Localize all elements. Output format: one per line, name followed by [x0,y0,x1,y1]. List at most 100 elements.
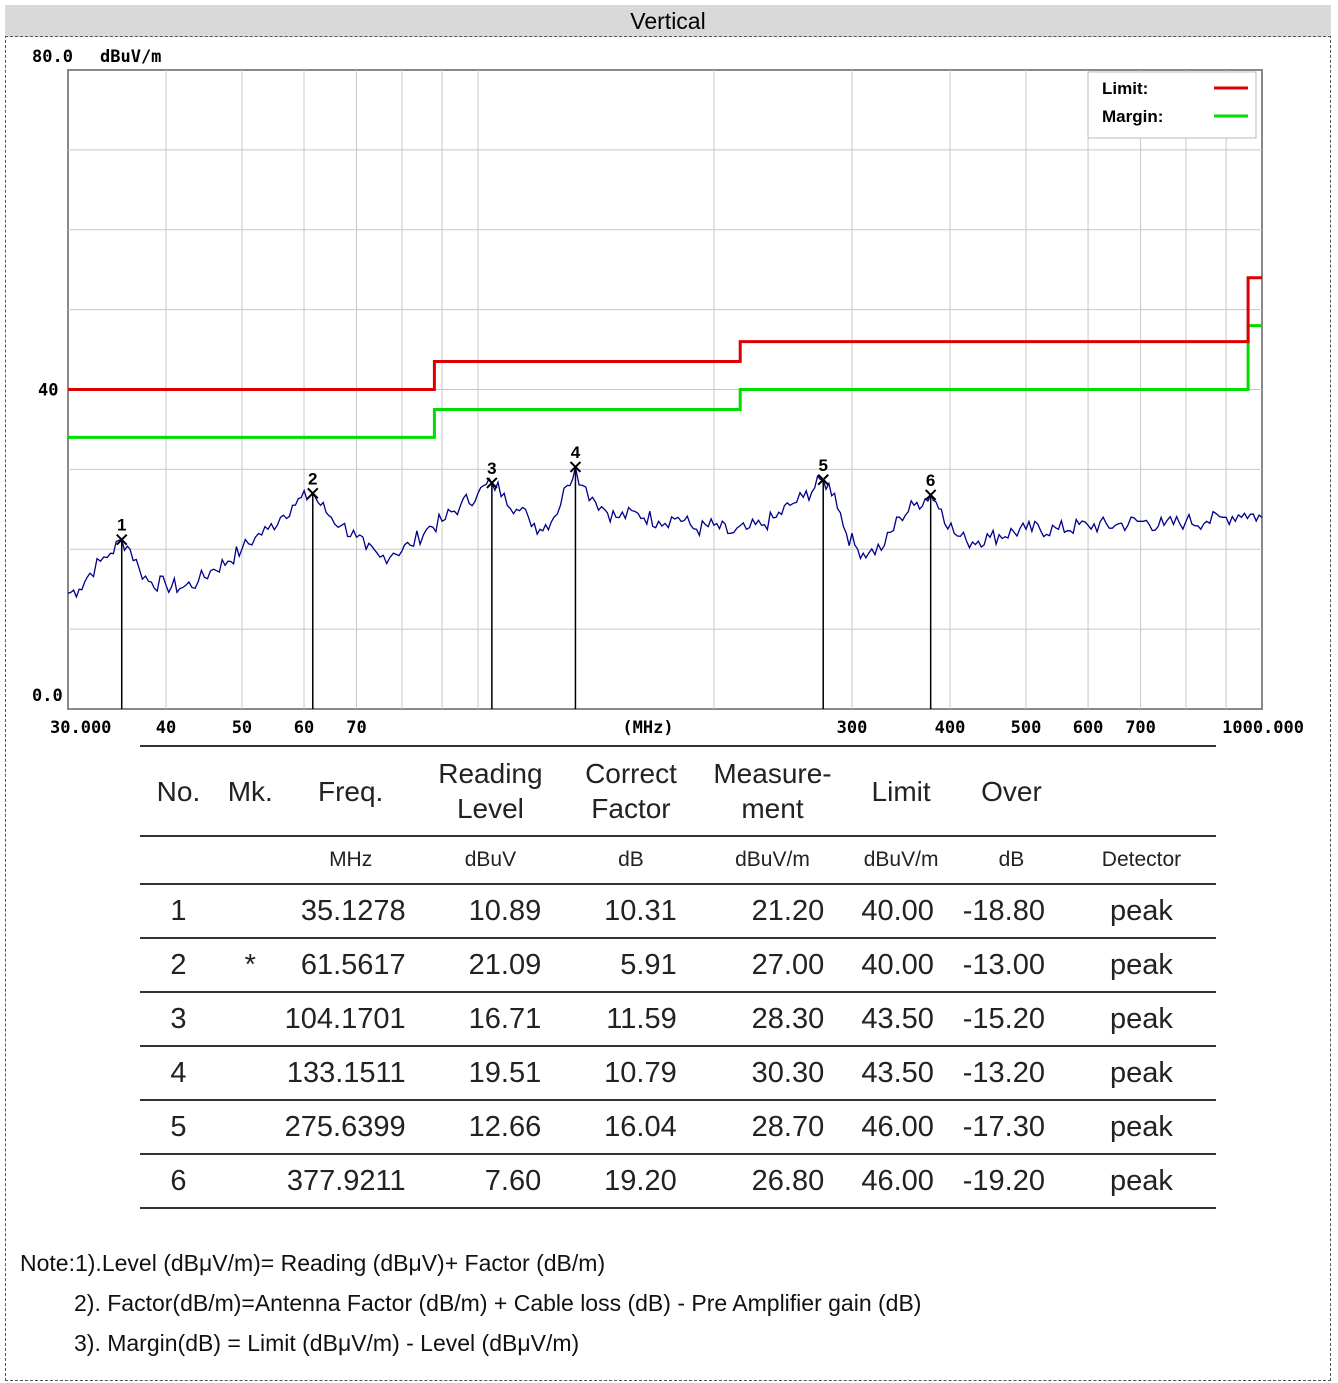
table-cell: 28.30 [698,991,847,1046]
x-tick-label: 500 [1011,718,1042,738]
table-cell: peak [1066,883,1216,938]
table-cell: 3 [140,991,217,1046]
table-cell: -17.30 [955,1099,1067,1154]
table-header: Mk. [216,745,284,836]
table-cell: 1 [140,883,217,938]
table-cell: 16.04 [563,1099,699,1154]
table-cell: 5 [140,1099,217,1154]
table-cell: * [216,937,284,992]
y-top-label: 80.0 [32,47,73,67]
table-cell: peak [1066,991,1216,1046]
y-unit-label: dBuV/m [100,47,161,67]
unit-cell: dBuV [417,835,564,884]
table-cell: 21.20 [698,883,847,938]
measurement-trace [67,466,1263,599]
limit-line [68,276,1262,391]
table-cell: 28.70 [698,1099,847,1154]
table-row: 6 377.9211 7.60 19.20 26.80 46.00 -19.20 peak [140,1153,1216,1209]
marker-label: 6 [926,471,935,490]
table-cell: 46.00 [846,1099,956,1154]
table-cell: 46.00 [846,1153,956,1209]
marker-cross [116,533,128,546]
x-tick-label: 40 [156,718,176,738]
table-cell: 43.50 [846,1045,956,1100]
unit-cell [216,835,284,884]
note-2: 2). Factor(dB/m)=Antenna Factor (dB/m) +… [74,1290,922,1316]
table-cell: 11.59 [563,991,699,1046]
table-row: 1 35.1278 10.89 10.31 21.20 40.00 -18.80 peak [140,883,1216,938]
table-cell: 275.6399 [283,1099,418,1154]
x-unit-label: (MHz) [622,718,673,738]
table-cell: 104.1701 [283,991,418,1046]
table-cell: 27.00 [698,937,847,992]
table-cell: 6 [140,1153,217,1209]
table-cell: peak [1066,1153,1216,1209]
x-tick-label: 700 [1125,718,1156,738]
note-3: 3). Margin(dB) = Limit (dBμV/m) - Level … [74,1330,580,1356]
marker-label: 2 [308,469,317,488]
table-cell: 30.30 [698,1045,847,1100]
table-cell: -18.80 [955,883,1067,938]
legend-label: Margin: [1102,107,1163,126]
y-tick-40: 40 [38,381,58,401]
marker-label: 1 [117,516,126,535]
table-header: No. [140,745,217,836]
note-1: Note:1).Level (dBμV/m)= Reading (dBμV)+ … [20,1250,606,1276]
table-cell [216,991,284,1046]
table-row: 5 275.6399 12.66 16.04 28.70 46.00 -17.30 peak [140,1099,1216,1154]
unit-cell: MHz [283,835,418,884]
table-cell: 4 [140,1045,217,1100]
unit-cell: dB [955,835,1067,884]
table-cell [216,1045,284,1100]
table-cell: 19.20 [563,1153,699,1209]
unit-cell [140,835,217,884]
table-cell: 10.31 [563,883,699,938]
table-row: 3 104.1701 16.71 11.59 28.30 43.50 -15.20 peak [140,991,1216,1046]
table-cell: -15.20 [955,991,1067,1046]
x-tick-label: 50 [232,718,252,738]
table-cell [216,1099,284,1154]
marker-cross [817,474,829,486]
table-cell: 2 [140,937,217,992]
table-header [1066,745,1216,836]
unit-cell: dB [563,835,699,884]
table-cell [216,1153,284,1209]
marker-cross [924,489,937,501]
marker-label: 4 [571,443,581,462]
table-cell: 12.66 [417,1099,564,1154]
y-tick-0: 0.0 [32,686,63,706]
table-cell: 133.1511 [283,1045,418,1100]
x-tick-label: 1000.000 [1222,718,1304,738]
marker-cross [307,487,319,500]
table-row: 2 * 61.5617 21.09 5.91 27.00 40.00 -13.00 peak [140,937,1216,992]
table-cell: peak [1066,1045,1216,1100]
table-cell: 377.9211 [283,1153,418,1209]
notes: Note:1).Level (dBμV/m)= Reading (dBμV)+ … [20,1243,921,1363]
x-tick-label: 60 [294,718,314,738]
table-cell: peak [1066,937,1216,992]
table-cell: 10.79 [563,1045,699,1100]
x-tick-label: 300 [837,718,868,738]
marker-label: 3 [487,459,496,478]
table-cell: -19.20 [955,1153,1067,1209]
table-cell: 21.09 [417,937,564,992]
x-tick-label: 70 [346,718,366,738]
table-cell: -13.00 [955,937,1067,992]
unit-cell: Detector [1066,835,1216,884]
marker-label: 5 [818,456,827,475]
table-cell: -13.20 [955,1045,1067,1100]
table-cell: 61.5617 [283,937,418,992]
table-header: Limit [846,745,956,836]
legend-box [1087,71,1257,139]
unit-cell: dBuV/m [846,835,956,884]
x-tick-label: 600 [1073,718,1104,738]
table-row: 4 133.1511 19.51 10.79 30.30 43.50 -13.20 peak [140,1045,1216,1100]
table-header: Measure- ment [698,745,847,836]
table-cell: 7.60 [417,1153,564,1209]
table-cell: 19.51 [417,1045,564,1100]
table-header: Freq. [283,745,418,836]
x-tick-label: 30.000 [50,718,111,738]
table-cell: peak [1066,1099,1216,1154]
results-table: No. Mk. Freq. Reading Level Correct Factor Me… [140,745,1216,1209]
table-cell: 43.50 [846,991,956,1046]
